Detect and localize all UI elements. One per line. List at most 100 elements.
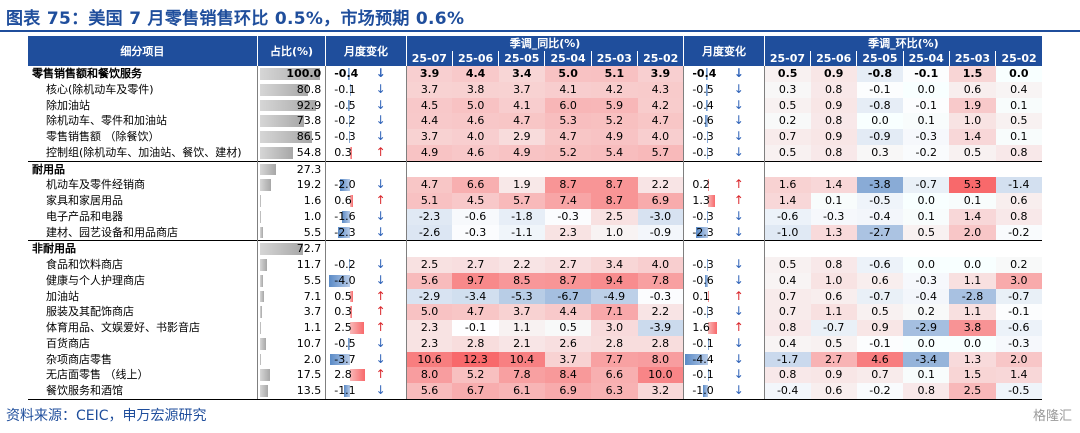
- qoq-cell: [995, 240, 1042, 257]
- qoq-cell: [949, 160, 996, 178]
- mom-value: -1.0: [692, 384, 714, 397]
- mom-qoq-cell: 1.3 ↑: [683, 193, 765, 209]
- yoy-cell: 6.6: [452, 177, 499, 193]
- qoq-cell: -2.7: [856, 224, 904, 241]
- qoq-cell: 0.8: [995, 144, 1042, 161]
- yoy-cell: -2.9: [405, 288, 453, 305]
- mom-qoq-cell: -1.0 ↓: [683, 383, 765, 400]
- yoy-cell: [452, 160, 499, 178]
- qoq-cell: 0.4: [763, 335, 811, 352]
- qoq-cell: 0.5: [856, 304, 904, 320]
- share-cell: 1.0: [256, 208, 326, 225]
- mom-value: -0.3: [692, 130, 714, 143]
- share-cell: 73.8: [256, 113, 326, 129]
- qoq-cell: 4.6: [856, 351, 904, 368]
- yoy-cell: 5.1: [591, 66, 638, 82]
- mom-value: 2.8: [334, 368, 352, 382]
- arrow-down-icon: ↓: [375, 66, 386, 80]
- yoy-cell: -3.9: [637, 320, 684, 336]
- qoq-cell: 0.0: [903, 193, 950, 209]
- qoq-cell: 1.0: [810, 272, 857, 289]
- table-row: 控制组(除机动车、加油站、餐饮、建材) 54.8 0.3 ↑ 4.9 4.6 4.9 5.2 5…: [28, 144, 1042, 161]
- mom-bar: [337, 226, 351, 239]
- mom-qoq-cell: -0.3 ↓: [683, 208, 765, 225]
- qoq-cell: 0.8: [810, 144, 857, 161]
- yoy-cell: [544, 160, 592, 178]
- mom-yoy-cell: -1.1 ↓: [325, 383, 407, 400]
- yoy-cell: 4.7: [405, 177, 453, 193]
- qoq-cell: 0.8: [763, 320, 811, 336]
- yoy-cell: 6.7: [452, 383, 499, 400]
- mom-bar: [696, 226, 709, 239]
- qoq-cell: 0.0: [903, 81, 950, 98]
- yoy-cell: 2.2: [637, 177, 684, 193]
- share-bar: [259, 385, 268, 397]
- qoq-cell: [810, 160, 857, 178]
- row-name: 百货商店: [46, 336, 90, 350]
- yoy-cell: 8.7: [544, 272, 592, 289]
- qoq-cell: 1.1: [949, 272, 996, 289]
- header-qoq-month: 25-06: [810, 51, 857, 66]
- qoq-cell: -0.3: [810, 208, 857, 225]
- yoy-cell: -0.3: [452, 224, 499, 241]
- qoq-cell: [903, 160, 950, 178]
- mom-qoq-cell: 0.2 ↑: [683, 177, 765, 193]
- yoy-cell: 2.2: [637, 304, 684, 320]
- mom-qoq-cell: -0.3 ↓: [683, 129, 765, 145]
- mom-yoy-cell: -1.6 ↓: [325, 208, 407, 225]
- yoy-cell: -0.3: [544, 208, 592, 225]
- mom-value: 0.2: [692, 178, 710, 192]
- yoy-cell: 4.7: [637, 113, 684, 129]
- yoy-cell: 4.0: [452, 129, 499, 145]
- yoy-cell: -0.6: [452, 208, 499, 225]
- yoy-cell: 8.4: [544, 367, 592, 383]
- mom-bar: [349, 115, 351, 127]
- arrow-down-icon: ↓: [733, 224, 744, 239]
- yoy-cell: 2.5: [591, 208, 638, 225]
- mom-qoq-cell: 1.6 ↑: [683, 320, 765, 336]
- qoq-cell: 1.4: [995, 367, 1042, 383]
- yoy-cell: 3.9: [405, 66, 453, 82]
- mom-qoq-cell: -0.1 ↓: [683, 367, 765, 383]
- arrow-down-icon: ↓: [733, 383, 744, 397]
- share-value: 5.5: [303, 225, 322, 239]
- share-bar: [259, 131, 312, 143]
- yoy-cell: 4.7: [498, 113, 545, 129]
- share-bar: [259, 274, 264, 287]
- table-row: 健康与个人护理商店 5.5 -4.0 ↓ 5.6 9.7 8.5 8.7 9.4 7.8 -0.6 ↓…: [28, 272, 1042, 289]
- row-name: 家具和家居用品: [46, 194, 123, 207]
- share-value: 1.1: [303, 321, 322, 334]
- qoq-cell: -0.1: [903, 97, 950, 114]
- qoq-cell: 1.3: [949, 351, 996, 368]
- mom-yoy-cell: [325, 240, 407, 257]
- yoy-cell: [498, 240, 545, 257]
- table-row: 非耐用品 72.7: [28, 240, 1042, 257]
- qoq-cell: -0.8: [856, 97, 904, 114]
- yoy-cell: 8.0: [637, 351, 684, 368]
- mom-value: -0.2: [334, 258, 356, 271]
- qoq-cell: 2.0: [949, 224, 996, 241]
- share-cell: 17.5: [256, 367, 326, 383]
- header-yoy-month: 25-03: [590, 51, 638, 66]
- mom-yoy-cell: -3.7 ↓: [325, 351, 407, 368]
- share-bar: [259, 210, 261, 223]
- yoy-cell: 2.2: [498, 257, 545, 273]
- qoq-cell: 0.7: [763, 304, 811, 320]
- qoq-cell: [810, 240, 857, 257]
- mom-yoy-cell: 2.8 ↑: [325, 367, 407, 383]
- yoy-cell: 4.4: [405, 113, 453, 129]
- arrow-down-icon: ↓: [375, 177, 386, 192]
- qoq-cell: -0.1: [856, 335, 904, 352]
- yoy-cell: -4.9: [591, 288, 638, 305]
- yoy-cell: 3.7: [498, 304, 545, 320]
- mom-qoq-cell: -0.4 ↓: [683, 97, 765, 114]
- qoq-cell: -0.5: [856, 193, 904, 209]
- share-cell: 5.5: [256, 272, 326, 289]
- qoq-cell: 0.0: [949, 257, 996, 273]
- mom-bar: [705, 115, 709, 127]
- arrow-up-icon: ↑: [733, 288, 744, 303]
- yoy-cell: 2.7: [544, 257, 592, 273]
- table-row: 家具和家居用品 1.6 0.6 ↑ 5.1 4.5 5.7 7.4 8.7 6.9 1.3 ↑ 1.4 0…: [28, 193, 1042, 209]
- mom-value: -0.3: [692, 209, 714, 223]
- mom-bar: [707, 369, 709, 381]
